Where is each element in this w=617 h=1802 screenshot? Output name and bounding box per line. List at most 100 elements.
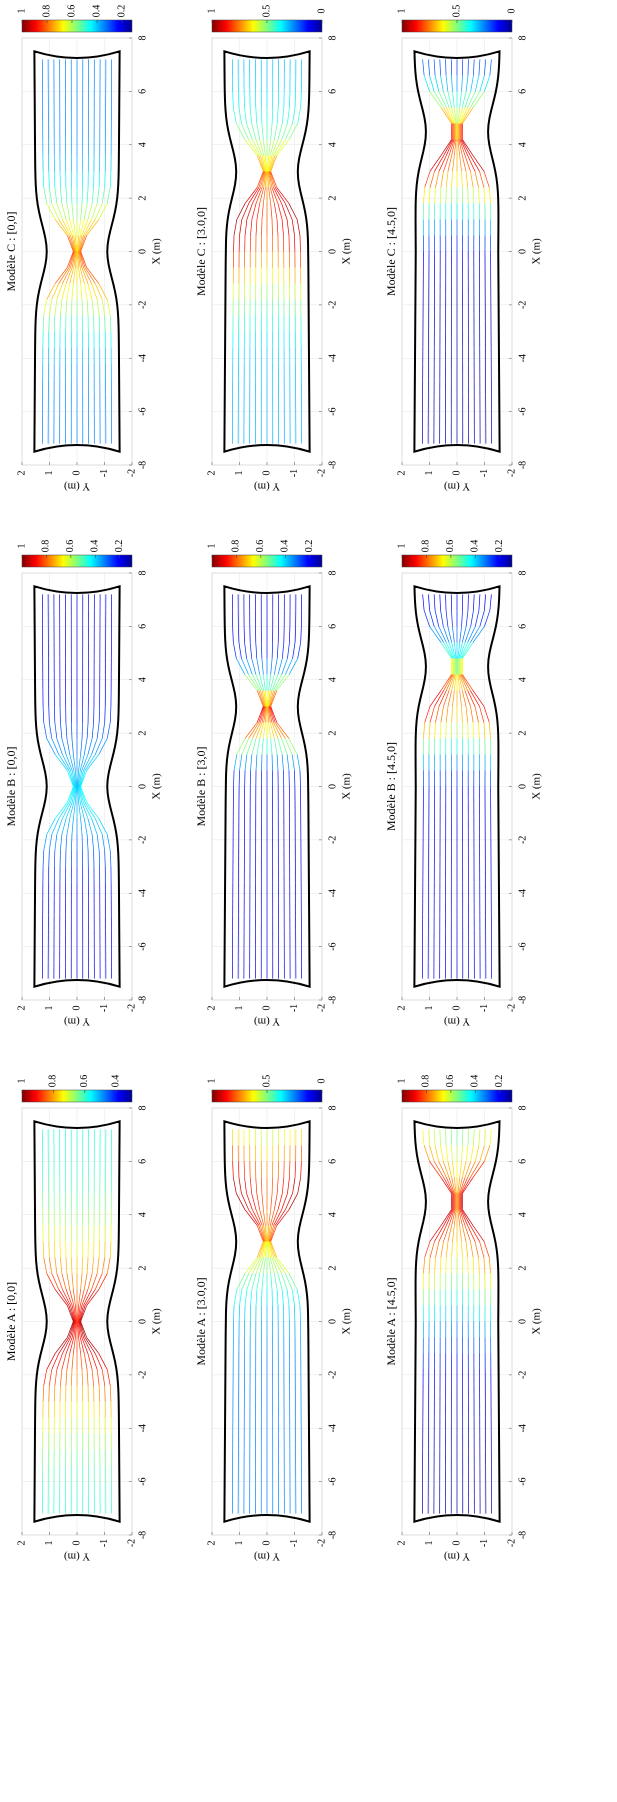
streamline [83,1273,88,1290]
streamline [65,802,73,819]
panel-title: Modèle C : [0,0] [4,212,18,292]
streamline [241,738,250,755]
streamline [79,251,84,268]
streamline [96,299,100,316]
streamline [270,1193,273,1210]
streamline [255,187,263,204]
streamline [434,1225,445,1242]
streamline [66,1353,71,1370]
streamline [80,235,87,252]
streamline [81,802,89,819]
streamline [459,626,462,643]
streamline [61,1353,67,1370]
x-tick-label: 4 [137,1212,148,1217]
streamline [251,123,257,140]
streamline [294,91,296,108]
streamline [300,91,302,108]
streamline [452,155,455,172]
streamline [252,1257,261,1274]
y-tick-label: 1 [44,1006,55,1011]
streamline [79,1321,86,1338]
streamline [260,1241,265,1258]
streamline [233,235,235,252]
streamline [259,1257,265,1274]
streamline [443,107,453,124]
streamline [299,770,301,787]
streamline [269,674,275,691]
streamline [91,299,94,316]
streamline [269,139,275,156]
streamline [65,1337,73,1354]
streamline [66,738,71,755]
streamline [80,1273,83,1290]
streamline [273,674,283,691]
streamline [269,171,274,188]
streamline [67,770,74,787]
streamline [70,1305,75,1322]
streamline [67,235,74,252]
streamline [472,722,475,739]
streamline [65,754,73,771]
streamline [443,642,453,659]
streamline [478,187,480,204]
streamline [70,235,75,252]
y-tick-label: 0 [261,471,272,476]
colorbar [21,554,133,568]
streamline [83,1289,92,1306]
streamline [281,1289,284,1306]
panel-title: Modèle C : [4.5,0] [384,207,398,296]
streamline [442,626,450,643]
colorbar-tick-label: 1 [206,1079,217,1084]
streamline [274,722,286,739]
streamline [68,1305,75,1322]
streamline [276,187,290,204]
streamline [433,1129,436,1146]
streamline [443,155,450,172]
streamline [453,1177,457,1194]
streamline [80,738,83,755]
streamline [54,187,58,204]
x-tick-label: -8 [517,1531,528,1539]
streamline [483,171,490,188]
streamline [78,1289,81,1306]
streamline [246,658,253,675]
streamline [483,722,486,739]
streamline [256,706,264,723]
y-axis-label: Y (m) [444,480,471,492]
y-tick-label: 0 [261,1541,272,1546]
streamline [255,219,258,236]
streamline [68,786,75,803]
colorbar-tick-label: 0.6 [66,5,77,18]
streamline [104,1241,106,1258]
streamline [484,1129,486,1146]
streamline [101,1369,106,1386]
streamline [48,722,53,739]
streamline [470,1145,474,1162]
streamline [86,834,89,851]
x-tick-label: 8 [517,571,528,576]
streamline [276,219,279,236]
streamline [87,818,93,835]
streamline [489,1129,492,1146]
streamline [484,610,491,627]
domain-outline [223,1119,311,1524]
streamline [484,59,486,76]
streamline [256,155,264,172]
streamline [459,91,462,108]
streamline [79,754,85,771]
streamline [96,187,100,204]
streamline [443,1177,453,1194]
streamline [51,818,60,835]
streamline [260,706,265,723]
streamline [460,1209,468,1226]
y-tick-label: -1 [289,1539,300,1547]
streamline [252,722,261,739]
streamline [46,818,56,835]
streamline [62,1289,71,1306]
streamline [109,706,112,723]
streamline [81,1289,89,1306]
colorbar-tick-label: 0.8 [421,540,432,553]
x-tick-label: -8 [327,1531,338,1539]
streamline [86,187,89,204]
streamline [451,1177,456,1194]
